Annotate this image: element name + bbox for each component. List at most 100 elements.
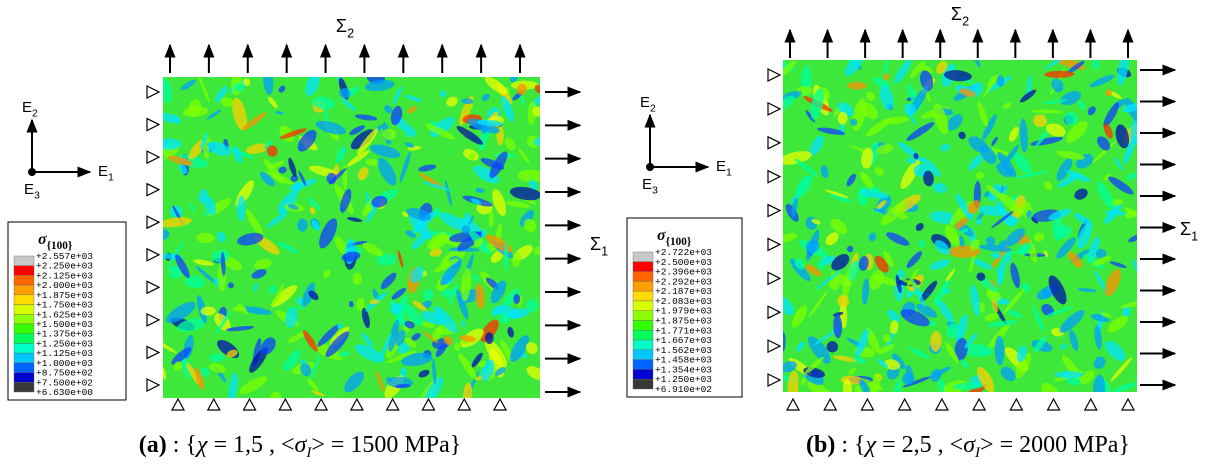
grain — [512, 252, 522, 267]
grain — [1068, 251, 1083, 268]
grain — [875, 144, 893, 154]
grain — [520, 94, 525, 106]
grain — [290, 174, 299, 182]
legend-label: +1.750e+03 — [36, 300, 93, 311]
legend-label: +1.354e+03 — [655, 364, 712, 375]
grain — [443, 336, 453, 346]
support — [934, 397, 949, 411]
grain — [805, 230, 820, 261]
support — [767, 373, 782, 387]
grain — [441, 288, 453, 298]
grain — [237, 303, 248, 315]
legend-label: +2.292e+03 — [655, 276, 712, 287]
grain — [817, 127, 846, 135]
grain — [820, 165, 829, 179]
grain — [1059, 343, 1068, 350]
grain — [868, 373, 881, 392]
grain — [406, 207, 432, 221]
grain — [969, 239, 980, 251]
grain — [855, 328, 870, 358]
grain — [509, 335, 529, 363]
grain — [356, 297, 365, 311]
support — [146, 215, 161, 230]
grain — [832, 355, 859, 363]
grain — [997, 255, 1007, 287]
grain — [198, 189, 208, 204]
symbol: σ — [38, 231, 47, 248]
grain — [984, 312, 999, 322]
grain — [954, 217, 968, 230]
support — [1046, 397, 1061, 411]
grain — [910, 60, 926, 79]
grain — [887, 309, 901, 323]
grain — [195, 266, 217, 284]
support — [767, 203, 782, 218]
grain — [435, 343, 447, 357]
grain — [528, 179, 538, 190]
symbol: E — [640, 94, 650, 111]
legend-swatch — [632, 300, 654, 311]
grain — [411, 231, 429, 250]
grain — [1105, 268, 1121, 297]
grain — [1124, 210, 1137, 219]
grain — [1083, 254, 1105, 270]
grain — [163, 113, 181, 124]
symbol: Σ — [336, 16, 347, 36]
grain — [349, 125, 365, 135]
caption-part: : { — [835, 432, 865, 458]
grain — [297, 129, 317, 152]
grain — [315, 120, 346, 135]
grain — [199, 367, 210, 377]
legend-label: +8.750e+02 — [36, 368, 93, 379]
caption-part: (b) — [806, 432, 835, 458]
grain — [975, 171, 984, 179]
grain — [946, 114, 963, 131]
grain — [278, 85, 286, 93]
legend-label: +1.000e+03 — [36, 358, 93, 369]
grain — [987, 320, 1018, 327]
axis-origin — [28, 168, 36, 176]
support — [146, 312, 161, 327]
grain — [319, 218, 338, 249]
grain — [355, 114, 378, 121]
legend-label: +2.396e+03 — [655, 267, 712, 278]
legend-label: +2.125e+03 — [36, 270, 93, 281]
grain — [1097, 136, 1111, 151]
grain — [371, 195, 388, 208]
grain — [848, 367, 856, 375]
grain — [300, 362, 312, 377]
grain — [215, 310, 232, 335]
grain — [783, 331, 786, 352]
legend-swatch — [632, 349, 654, 360]
grain — [260, 337, 276, 355]
grain — [1066, 120, 1088, 143]
grain — [454, 342, 461, 351]
support — [767, 101, 782, 116]
legend-swatch — [632, 359, 654, 370]
grain — [945, 225, 960, 247]
grain — [865, 118, 891, 137]
grain — [978, 205, 1006, 216]
stress-texture — [783, 60, 1137, 392]
grain — [918, 239, 925, 248]
grain — [940, 143, 950, 152]
grain — [175, 254, 190, 279]
grain — [848, 260, 860, 282]
subscript: 3 — [34, 190, 40, 202]
grain — [893, 210, 908, 220]
grain — [1077, 101, 1086, 110]
grain — [202, 212, 211, 216]
grain — [1117, 60, 1129, 86]
subscript: 1 — [108, 172, 114, 184]
grain — [404, 142, 415, 148]
caption-part: = 1,5 , < — [207, 432, 294, 458]
grain — [464, 212, 471, 223]
grain — [350, 129, 375, 150]
grain — [532, 106, 540, 117]
grain — [837, 294, 849, 308]
grain — [355, 344, 384, 363]
caption: (a) : {χ = 1,5 , <σI> = 1500 MPa} — [139, 432, 462, 461]
legend-label: +6.910e+02 — [655, 384, 712, 395]
grain — [490, 249, 504, 263]
grain — [1060, 90, 1082, 106]
